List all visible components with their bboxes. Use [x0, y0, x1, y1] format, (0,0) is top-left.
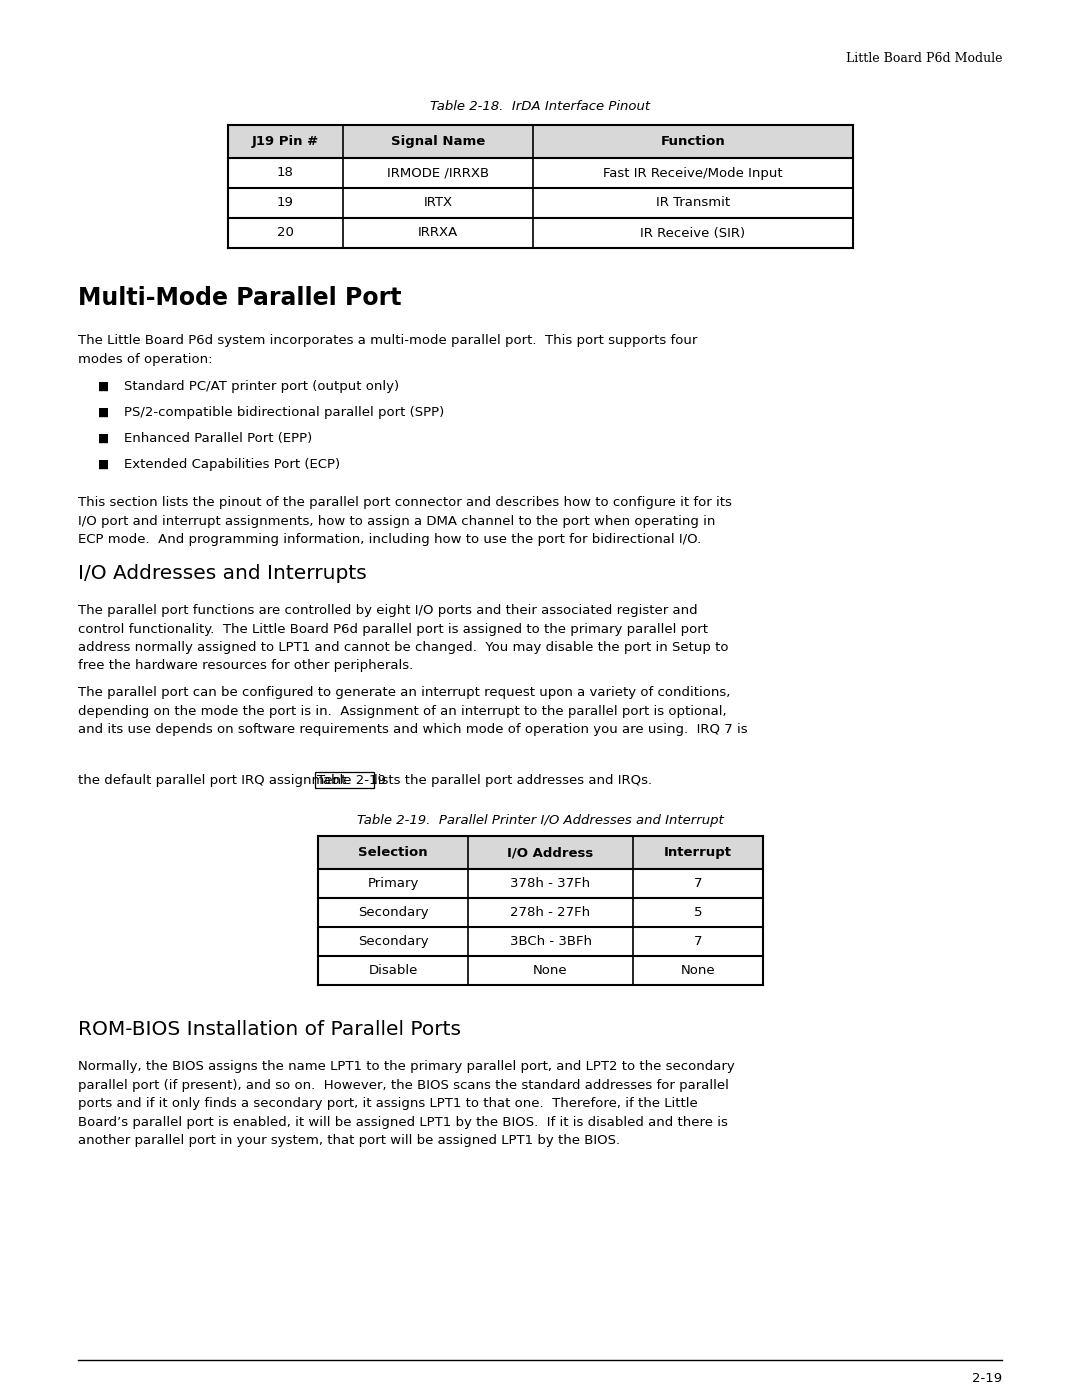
- Text: 3BCh - 3BFh: 3BCh - 3BFh: [510, 936, 592, 949]
- Text: 2-19: 2-19: [972, 1372, 1002, 1384]
- Text: Table 2-19.  Parallel Printer I/O Addresses and Interrupt: Table 2-19. Parallel Printer I/O Address…: [356, 814, 724, 827]
- Text: 20: 20: [278, 226, 294, 239]
- Text: 18: 18: [278, 166, 294, 179]
- Text: I/O Address: I/O Address: [508, 847, 594, 859]
- Text: ■: ■: [98, 432, 109, 446]
- Text: IR Transmit: IR Transmit: [656, 197, 730, 210]
- Bar: [318, 837, 762, 869]
- Text: J19 Pin #: J19 Pin #: [252, 136, 319, 148]
- Text: Table 2-18.  IrDA Interface Pinout: Table 2-18. IrDA Interface Pinout: [430, 101, 650, 113]
- Text: ■: ■: [98, 458, 109, 471]
- Text: IRTX: IRTX: [423, 197, 453, 210]
- Text: Selection: Selection: [359, 847, 428, 859]
- Text: The Little Board P6d system incorporates a multi-mode parallel port.  This port : The Little Board P6d system incorporates…: [78, 334, 698, 366]
- Text: PS/2-compatible bidirectional parallel port (SPP): PS/2-compatible bidirectional parallel p…: [124, 407, 444, 419]
- Text: The parallel port can be configured to generate an interrupt request upon a vari: The parallel port can be configured to g…: [78, 686, 747, 736]
- Text: Disable: Disable: [368, 964, 418, 978]
- Text: IR Receive (SIR): IR Receive (SIR): [640, 226, 745, 239]
- Bar: [314, 773, 374, 788]
- Text: Extended Capabilities Port (ECP): Extended Capabilities Port (ECP): [124, 458, 340, 471]
- Text: ROM-BIOS Installation of Parallel Ports: ROM-BIOS Installation of Parallel Ports: [78, 1020, 461, 1039]
- Text: Multi-Mode Parallel Port: Multi-Mode Parallel Port: [78, 286, 402, 310]
- Text: 378h - 37Fh: 378h - 37Fh: [511, 877, 591, 890]
- Text: Interrupt: Interrupt: [664, 847, 732, 859]
- Text: Secondary: Secondary: [357, 907, 429, 919]
- Text: Primary: Primary: [367, 877, 419, 890]
- Text: IRRXA: IRRXA: [418, 226, 458, 239]
- Text: Function: Function: [661, 136, 726, 148]
- Text: 7: 7: [693, 877, 702, 890]
- Text: 278h - 27Fh: 278h - 27Fh: [511, 907, 591, 919]
- Text: Table 2-19: Table 2-19: [316, 774, 386, 788]
- Text: Normally, the BIOS assigns the name LPT1 to the primary parallel port, and LPT2 : Normally, the BIOS assigns the name LPT1…: [78, 1060, 734, 1147]
- Text: ■: ■: [98, 407, 109, 419]
- Text: This section lists the pinout of the parallel port connector and describes how t: This section lists the pinout of the par…: [78, 496, 732, 546]
- Text: ■: ■: [98, 380, 109, 393]
- Text: 5: 5: [693, 907, 702, 919]
- Text: Signal Name: Signal Name: [391, 136, 485, 148]
- Text: Little Board P6d Module: Little Board P6d Module: [846, 52, 1002, 66]
- Text: lists the parallel port addresses and IRQs.: lists the parallel port addresses and IR…: [374, 774, 652, 788]
- Text: Fast IR Receive/Mode Input: Fast IR Receive/Mode Input: [604, 166, 783, 179]
- Text: Enhanced Parallel Port (EPP): Enhanced Parallel Port (EPP): [124, 432, 312, 446]
- Text: The parallel port functions are controlled by eight I/O ports and their associat: The parallel port functions are controll…: [78, 604, 729, 672]
- Text: Standard PC/AT printer port (output only): Standard PC/AT printer port (output only…: [124, 380, 400, 393]
- Text: IRMODE /IRRXB: IRMODE /IRRXB: [387, 166, 489, 179]
- Text: the default parallel port IRQ assignment.: the default parallel port IRQ assignment…: [78, 774, 359, 788]
- Bar: [228, 124, 853, 158]
- Text: 7: 7: [693, 936, 702, 949]
- Text: None: None: [680, 964, 715, 978]
- Text: Secondary: Secondary: [357, 936, 429, 949]
- Text: None: None: [534, 964, 568, 978]
- Text: 19: 19: [278, 197, 294, 210]
- Text: I/O Addresses and Interrupts: I/O Addresses and Interrupts: [78, 564, 367, 583]
